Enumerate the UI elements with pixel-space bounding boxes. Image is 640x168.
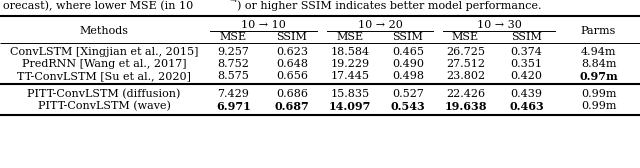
Text: 0.498: 0.498 xyxy=(392,71,424,81)
Text: 0.420: 0.420 xyxy=(511,71,543,81)
Text: 6.971: 6.971 xyxy=(216,100,251,112)
Text: 0.527: 0.527 xyxy=(392,89,424,99)
Text: 10 → 20: 10 → 20 xyxy=(358,20,403,30)
Text: 22.426: 22.426 xyxy=(446,89,485,99)
Text: 19.638: 19.638 xyxy=(444,100,487,112)
Text: 0.648: 0.648 xyxy=(276,59,308,69)
Text: 0.99m: 0.99m xyxy=(580,89,616,99)
Text: 15.835: 15.835 xyxy=(330,89,369,99)
Text: 0.463: 0.463 xyxy=(509,100,544,112)
Text: PITT-ConvLSTM (wave): PITT-ConvLSTM (wave) xyxy=(38,101,170,111)
Text: 7.429: 7.429 xyxy=(218,89,250,99)
Text: 8.575: 8.575 xyxy=(218,71,250,81)
Text: SSIM: SSIM xyxy=(276,32,307,42)
Text: MSE: MSE xyxy=(337,32,364,42)
Text: MSE: MSE xyxy=(220,32,247,42)
Text: 27.512: 27.512 xyxy=(446,59,485,69)
Text: 0.374: 0.374 xyxy=(511,47,543,57)
Text: 0.490: 0.490 xyxy=(392,59,424,69)
Text: 10 → 10: 10 → 10 xyxy=(241,20,286,30)
Text: 0.99m: 0.99m xyxy=(580,101,616,111)
Text: 0.656: 0.656 xyxy=(276,71,308,81)
Text: 4.94m: 4.94m xyxy=(580,47,616,57)
Text: Parms: Parms xyxy=(581,26,616,36)
Text: 9.257: 9.257 xyxy=(218,47,250,57)
Text: ConvLSTM [Xingjian et al., 2015]: ConvLSTM [Xingjian et al., 2015] xyxy=(10,47,198,57)
Text: SSIM: SSIM xyxy=(511,32,542,42)
Text: ) or higher SSIM indicates better model performance.: ) or higher SSIM indicates better model … xyxy=(237,1,541,11)
Text: 14.097: 14.097 xyxy=(329,100,371,112)
Text: 0.465: 0.465 xyxy=(392,47,424,57)
Text: PredRNN [Wang et al., 2017]: PredRNN [Wang et al., 2017] xyxy=(22,59,186,69)
Text: 19.229: 19.229 xyxy=(330,59,369,69)
Text: 0.97m: 0.97m xyxy=(579,71,618,81)
Text: 17.445: 17.445 xyxy=(330,71,369,81)
Text: MSE: MSE xyxy=(452,32,479,42)
Text: 0.686: 0.686 xyxy=(276,89,308,99)
Text: 10 → 30: 10 → 30 xyxy=(477,20,522,30)
Text: 23.802: 23.802 xyxy=(446,71,485,81)
Text: Methods: Methods xyxy=(79,26,129,36)
Text: ⁻⁴: ⁻⁴ xyxy=(229,0,237,7)
Text: 0.351: 0.351 xyxy=(511,59,543,69)
Text: 0.439: 0.439 xyxy=(511,89,543,99)
Text: PITT-ConvLSTM (diffusion): PITT-ConvLSTM (diffusion) xyxy=(28,89,180,99)
Text: TT-ConvLSTM [Su et al., 2020]: TT-ConvLSTM [Su et al., 2020] xyxy=(17,71,191,81)
Text: orecast), where lower MSE (in 10: orecast), where lower MSE (in 10 xyxy=(3,1,193,11)
Text: 0.687: 0.687 xyxy=(275,100,309,112)
Text: 0.623: 0.623 xyxy=(276,47,308,57)
Text: 0.543: 0.543 xyxy=(390,100,426,112)
Text: 18.584: 18.584 xyxy=(330,47,369,57)
Text: 26.725: 26.725 xyxy=(446,47,485,57)
Text: SSIM: SSIM xyxy=(392,32,424,42)
Text: 8.752: 8.752 xyxy=(218,59,250,69)
Text: 8.84m: 8.84m xyxy=(580,59,616,69)
